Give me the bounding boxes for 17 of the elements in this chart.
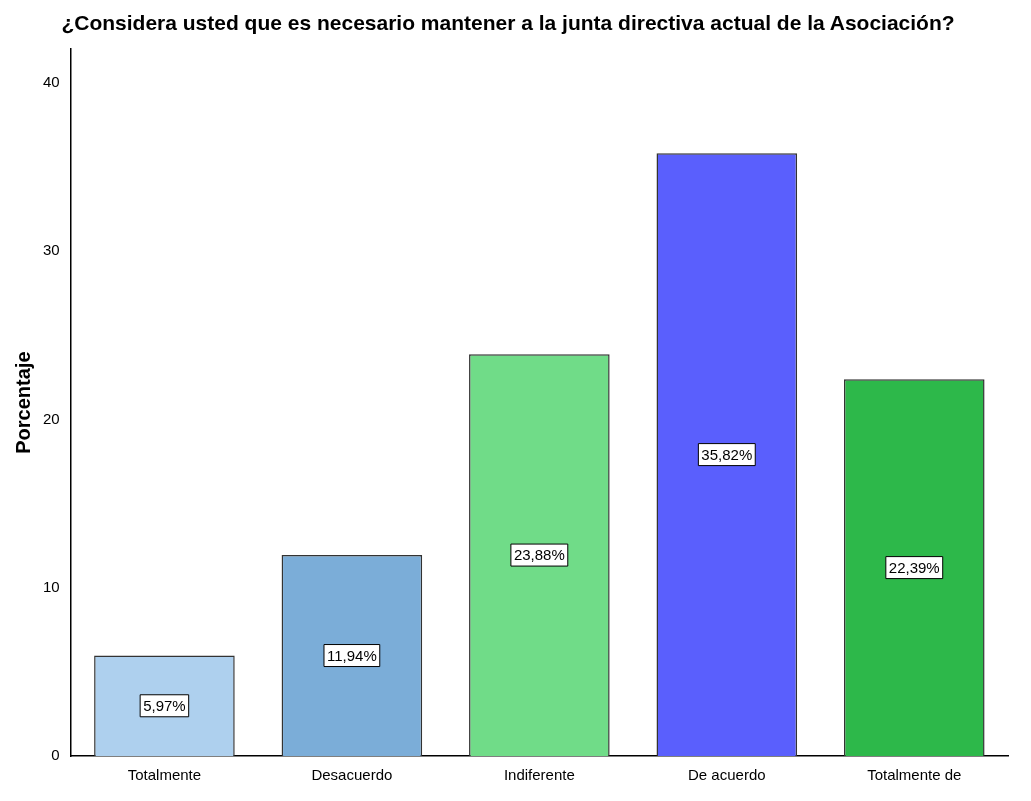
x-tick-label: Indiferente — [503, 766, 575, 784]
y-tick-label: 0 — [51, 746, 60, 764]
x-tick-label: Desacuerdo — [311, 766, 393, 784]
x-tick-label: De acuerdo — [688, 766, 766, 784]
x-tick-label: Totalmente — [127, 766, 202, 784]
data-label: 23,88% — [513, 546, 565, 564]
chart-title: ¿Considera usted que es necesario mantener a la junta directiva actual de la Asociación? — [61, 11, 955, 35]
y-tick-label: 20 — [43, 409, 60, 427]
data-label: 35,82% — [701, 445, 753, 463]
data-label: 22,39% — [888, 558, 940, 576]
y-axis-title: Porcentaje — [11, 351, 34, 454]
x-tick-label: Totalmente de — [867, 766, 962, 784]
y-tick-label: 40 — [43, 73, 60, 90]
data-label: 11,94% — [327, 646, 377, 664]
y-tick-label: 10 — [43, 577, 60, 595]
data-label: 5,97% — [143, 696, 186, 714]
y-tick-label: 30 — [43, 241, 60, 259]
